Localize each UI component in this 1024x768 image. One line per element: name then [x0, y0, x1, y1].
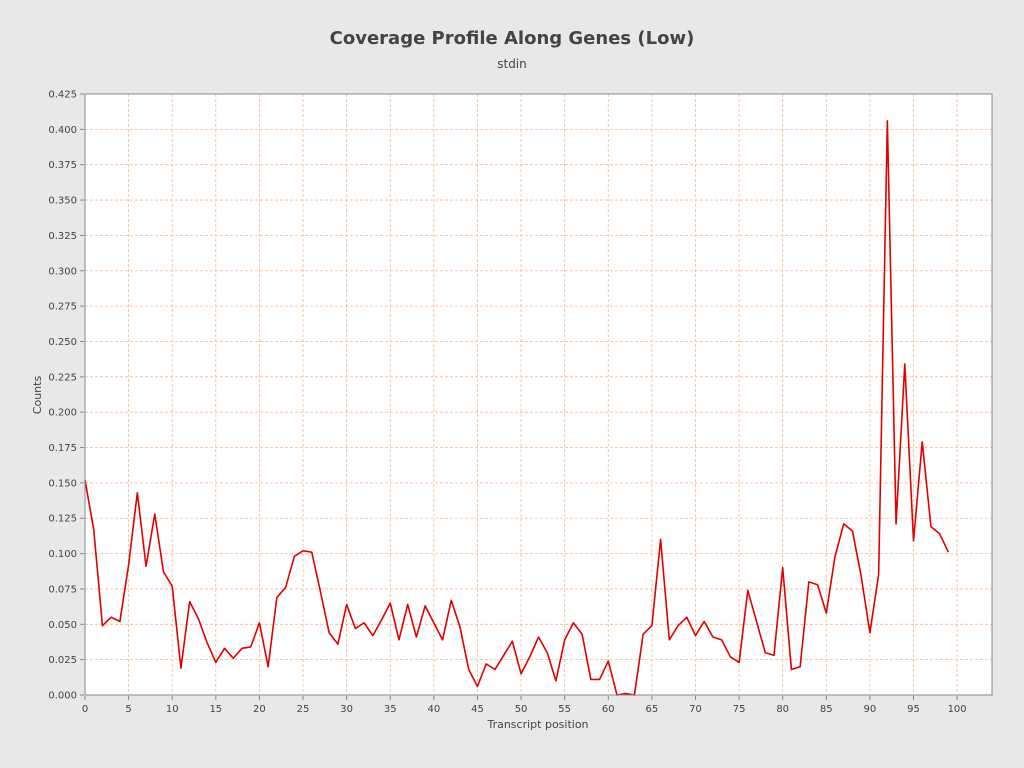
x-tick-label: 75	[733, 704, 746, 715]
x-tick-label: 90	[864, 704, 877, 715]
x-tick-label: 40	[427, 704, 440, 715]
y-tick-label: 0.150	[48, 478, 77, 489]
x-tick-label: 55	[558, 704, 571, 715]
x-tick-label: 60	[602, 704, 615, 715]
y-tick-label: 0.200	[48, 408, 77, 419]
y-tick-label: 0.050	[48, 620, 77, 631]
y-tick-label: 0.425	[48, 90, 77, 101]
grid	[85, 94, 992, 695]
axes: 0 5 10 15 20 25 30 35 40 45 50 55 60 65 70 75 80 85 90 95 10…	[48, 90, 966, 716]
x-tick-label: 85	[820, 704, 833, 715]
y-tick-label: 0.300	[48, 266, 77, 277]
y-tick-label: 0.350	[48, 196, 77, 207]
x-tick-label: 10	[166, 704, 179, 715]
x-tick-label: 80	[776, 704, 789, 715]
x-tick-label: 65	[646, 704, 659, 715]
y-tick-label: 0.025	[48, 655, 77, 666]
x-tick-label: 25	[297, 704, 310, 715]
x-tick-label: 0	[82, 704, 88, 715]
series-layer	[84, 120, 950, 696]
x-axis-title: Transcript position	[486, 718, 588, 731]
x-tick-label: 70	[689, 704, 702, 715]
y-tick-label: 0.000	[48, 691, 77, 702]
y-tick-label: 0.075	[48, 584, 77, 595]
x-tick-label: 35	[384, 704, 397, 715]
y-tick-label: 0.400	[48, 125, 77, 136]
plot-border	[84, 93, 993, 696]
x-tick-label: 15	[209, 704, 222, 715]
x-tick-label: 50	[515, 704, 528, 715]
x-tick-label: 95	[907, 704, 920, 715]
y-tick-label: 0.100	[48, 549, 77, 560]
y-tick-label: 0.325	[48, 231, 77, 242]
y-tick-label: 0.225	[48, 372, 77, 383]
series-line-0	[84, 120, 950, 696]
x-tick-label: 100	[948, 704, 967, 715]
chart-subtitle: stdin	[497, 57, 527, 71]
y-tick-label: 0.125	[48, 514, 77, 525]
x-tick-label: 30	[340, 704, 353, 715]
y-tick-label: 0.250	[48, 337, 77, 348]
x-tick-label: 45	[471, 704, 484, 715]
x-tick-label: 20	[253, 704, 266, 715]
y-tick-label: 0.175	[48, 443, 77, 454]
x-tick-label: 5	[125, 704, 131, 715]
chart-title: Coverage Profile Along Genes (Low)	[329, 28, 695, 49]
plot-area	[85, 94, 992, 695]
y-axis-title: Counts	[31, 376, 44, 415]
y-tick-label: 0.275	[48, 302, 77, 313]
y-tick-label: 0.375	[48, 160, 77, 171]
